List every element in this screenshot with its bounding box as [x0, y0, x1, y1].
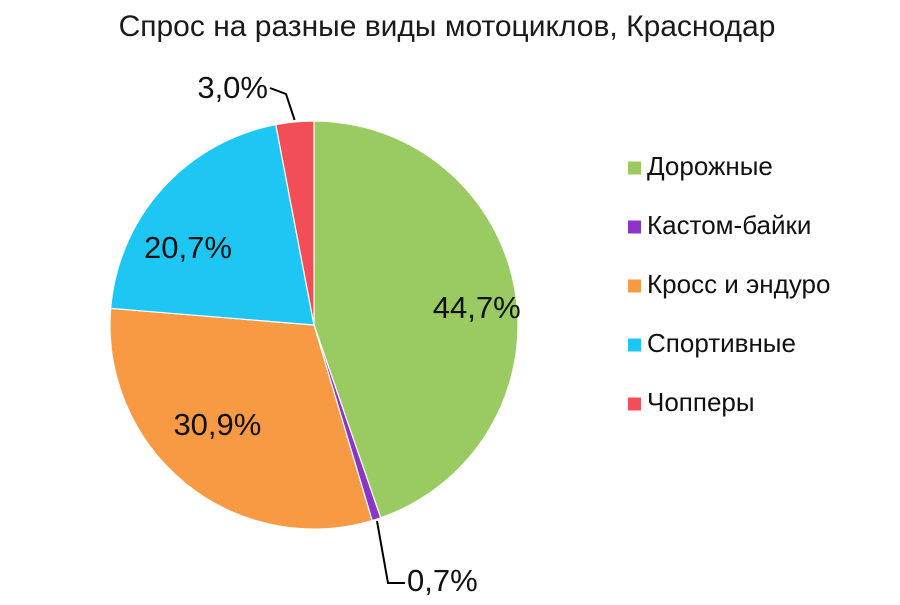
chart-title: Спрос на разные виды мотоциклов, Краснод…: [119, 10, 776, 43]
slice-label-спортивные: 20,7%: [144, 230, 232, 265]
pie-slice-дорожные: [313, 120, 519, 519]
slice-label-кастом-байки: 0,7%: [407, 563, 478, 598]
slice-label-кросс-и-эндуро: 30,9%: [173, 407, 261, 442]
slice-label-чопперы: 3,0%: [197, 70, 268, 105]
slice-label-дорожные: 44,7%: [433, 290, 521, 325]
leader-lines: [269, 87, 405, 584]
legend-swatch-кросс-и-эндуро: [628, 279, 641, 293]
slice-labels: 44,7% 0,7% 30,9% 20,7% 3,0%: [144, 70, 521, 598]
legend-swatch-дорожные: [628, 161, 641, 175]
legend-label-чопперы: Чопперы: [647, 387, 755, 417]
legend: Дорожные Кастом-байки Кросс и эндуро Спорти…: [628, 151, 830, 417]
leader-line-чопперы: [269, 87, 296, 121]
pie-slice-чопперы: [275, 120, 315, 326]
pie-slices: [109, 120, 519, 530]
legend-swatch-чопперы: [628, 397, 641, 411]
legend-swatch-спортивные: [628, 338, 641, 352]
legend-label-кросс-и-эндуро: Кросс и эндуро: [647, 269, 830, 299]
legend-swatch-кастом-байки: [628, 220, 641, 234]
pie-slice-кросс-и-эндуро: [109, 307, 373, 530]
legend-label-кастом-байки: Кастом-байки: [647, 210, 811, 240]
legend-label-дорожные: Дорожные: [647, 151, 773, 181]
legend-label-спортивные: Спортивные: [647, 328, 796, 358]
pie-slice-спортивные: [110, 123, 315, 326]
leader-line-кастом-байки: [376, 520, 405, 584]
